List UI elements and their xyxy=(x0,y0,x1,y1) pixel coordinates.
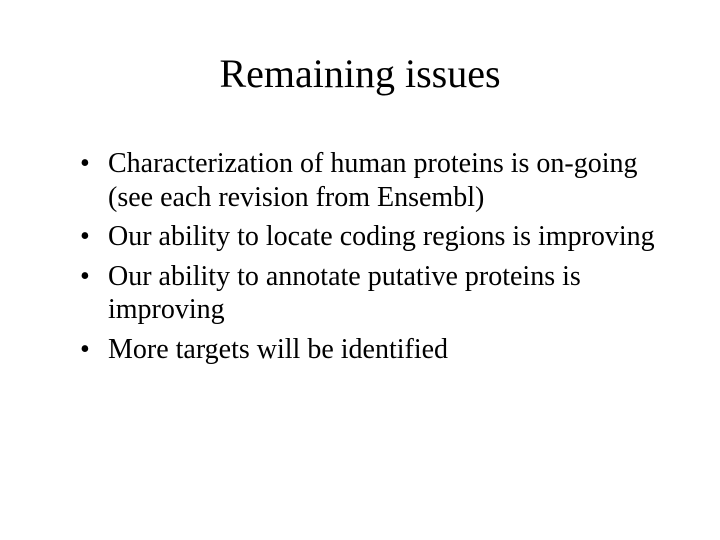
slide: Remaining issues Characterization of hum… xyxy=(0,0,720,540)
bullet-list: Characterization of human proteins is on… xyxy=(80,147,660,367)
bullet-item: More targets will be identified xyxy=(80,333,660,367)
bullet-item: Our ability to annotate putative protein… xyxy=(80,260,660,327)
slide-title: Remaining issues xyxy=(60,50,660,97)
bullet-item: Characterization of human proteins is on… xyxy=(80,147,660,214)
bullet-item: Our ability to locate coding regions is … xyxy=(80,220,660,254)
